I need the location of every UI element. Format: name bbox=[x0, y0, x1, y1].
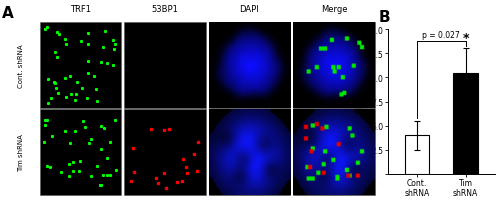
Text: A: A bbox=[2, 6, 14, 21]
FancyBboxPatch shape bbox=[208, 23, 290, 108]
FancyBboxPatch shape bbox=[40, 23, 121, 108]
FancyBboxPatch shape bbox=[293, 23, 374, 108]
Y-axis label: TIF-positive cells (%): TIF-positive cells (%) bbox=[356, 63, 365, 141]
FancyBboxPatch shape bbox=[40, 110, 121, 195]
Text: Cont. shRNA: Cont. shRNA bbox=[18, 44, 24, 87]
FancyBboxPatch shape bbox=[293, 110, 374, 195]
Text: B: B bbox=[379, 10, 390, 25]
FancyBboxPatch shape bbox=[124, 23, 206, 108]
Text: 53BP1: 53BP1 bbox=[152, 5, 178, 14]
Text: TRF1: TRF1 bbox=[70, 5, 91, 14]
FancyBboxPatch shape bbox=[124, 110, 206, 195]
Text: DAPI: DAPI bbox=[240, 5, 259, 14]
Text: p = 0.027: p = 0.027 bbox=[422, 31, 460, 40]
Bar bbox=[454, 73, 478, 174]
Text: *: * bbox=[462, 31, 469, 44]
FancyBboxPatch shape bbox=[208, 110, 290, 195]
Text: Merge: Merge bbox=[320, 5, 347, 14]
Bar bbox=[404, 136, 429, 174]
Text: Tim shRNA: Tim shRNA bbox=[18, 134, 24, 171]
